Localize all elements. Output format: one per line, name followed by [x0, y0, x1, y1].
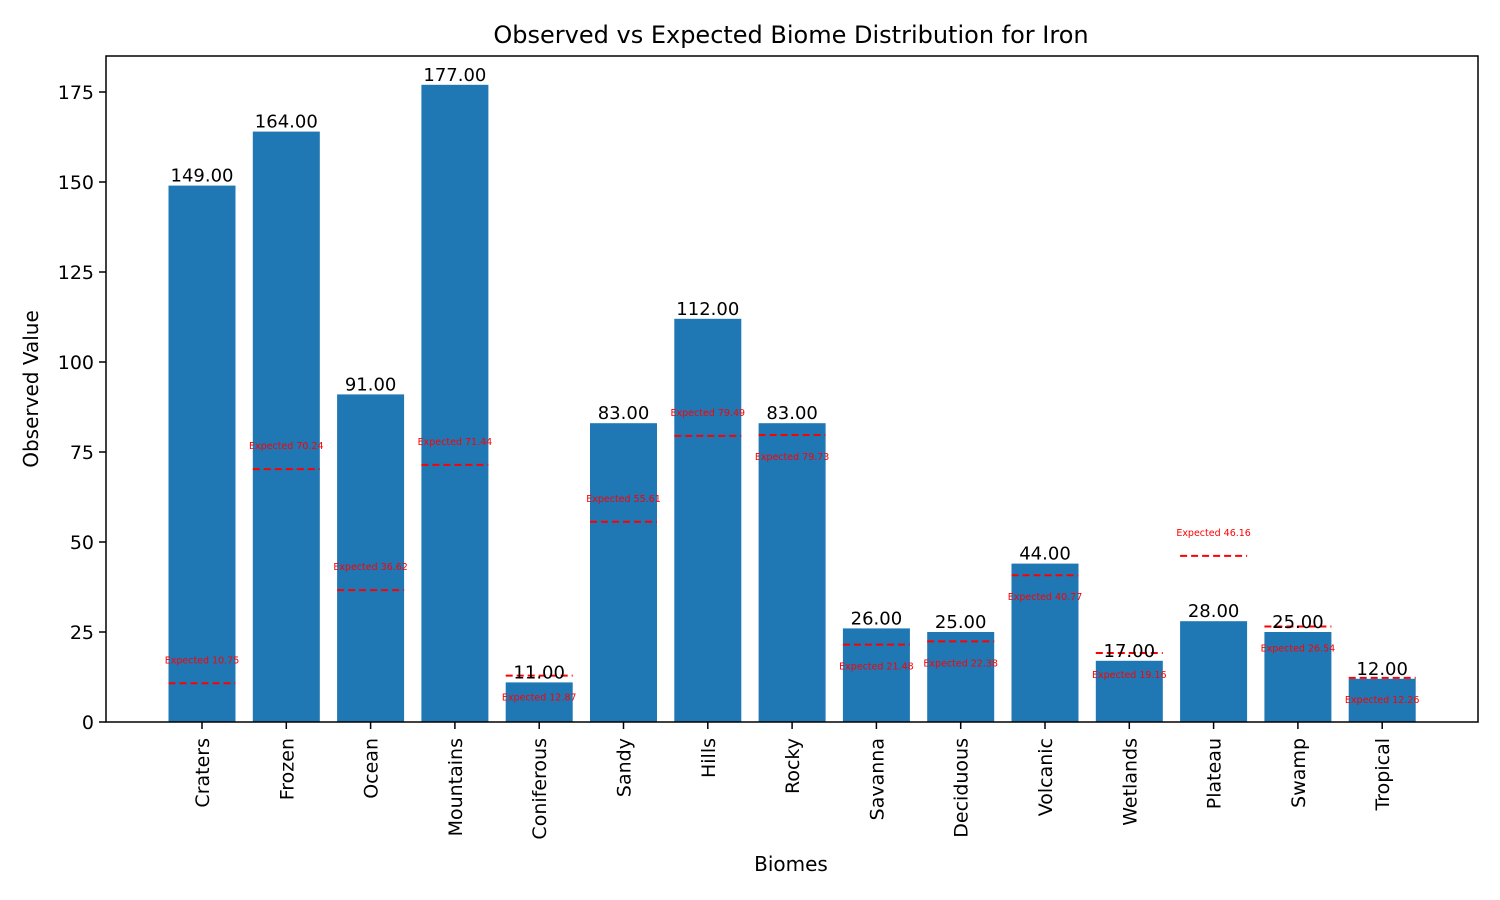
- bar-wetlands: [1095, 660, 1163, 722]
- bar-value-label: 44.00: [1019, 544, 1071, 565]
- bar-volcanic: [1011, 563, 1079, 722]
- x-tick-label: Ocean: [361, 738, 383, 799]
- axes-layer: 0 25 50 75 100 125 150 175 Craters Frozen Ocean Mou…: [58, 55, 1479, 840]
- y-tick-label: 75: [70, 442, 94, 464]
- expected-value-label: Expected 79.49: [671, 408, 746, 419]
- bar-rocky: [758, 423, 826, 722]
- expected-value-label: Expected 19.16: [1092, 670, 1167, 681]
- bar-value-label: 83.00: [598, 403, 650, 424]
- expected-layer: Expected 10.75 Expected 70.24 Expected 36.…: [165, 408, 1420, 706]
- bar-value-label: 91.00: [345, 374, 397, 395]
- bars-layer: [168, 84, 1416, 723]
- x-tick-label: Plateau: [1204, 738, 1226, 809]
- expected-value-label: Expected 26.54: [1261, 643, 1336, 654]
- expected-value-label: Expected 22.38: [923, 658, 998, 669]
- y-tick-label: 25: [70, 622, 94, 644]
- x-tick-label: Craters: [192, 738, 214, 808]
- bar-coniferous: [505, 682, 573, 722]
- x-tick-label: Rocky: [782, 738, 804, 794]
- y-tick-label: 125: [58, 262, 94, 284]
- x-axis-label: Biomes: [754, 852, 828, 876]
- bar-ocean: [337, 394, 405, 722]
- expected-value-label: Expected 12.26: [1345, 695, 1420, 706]
- bar-plateau: [1180, 621, 1248, 722]
- bar-value-label: 12.00: [1356, 659, 1408, 680]
- bar-value-label: 28.00: [1188, 601, 1240, 622]
- bar-deciduous: [927, 632, 995, 722]
- bar-value-label: 25.00: [1272, 612, 1324, 633]
- y-tick-label: 100: [58, 352, 94, 374]
- bar-value-label: 25.00: [935, 612, 987, 633]
- bar-value-label: 83.00: [766, 403, 818, 424]
- x-tick-label: Mountains: [445, 738, 467, 836]
- y-tick-label: 0: [82, 712, 94, 734]
- expected-value-label: Expected 46.16: [1176, 528, 1251, 539]
- bar-sandy: [590, 423, 657, 722]
- expected-value-label: Expected 21.48: [839, 662, 914, 673]
- bar-labels-layer: 149.00 164.00 91.00 177.00 11.00 83.00 112.00 8…: [171, 65, 1408, 684]
- chart-title: Observed vs Expected Biome Distribution …: [493, 21, 1088, 49]
- bar-value-label: 177.00: [423, 65, 486, 86]
- expected-value-label: Expected 10.75: [165, 655, 240, 666]
- x-tick-label: Deciduous: [951, 738, 973, 838]
- bar-craters: [168, 185, 236, 723]
- bar-mountains: [421, 84, 489, 723]
- y-axis-label: Observed Value: [19, 310, 43, 468]
- x-tick-label: Coniferous: [529, 738, 551, 840]
- expected-value-label: Expected 40.77: [1008, 592, 1083, 603]
- bar-value-label: 164.00: [255, 112, 318, 133]
- y-tick-label: 50: [70, 532, 94, 554]
- x-tick-label: Sandy: [614, 738, 636, 797]
- y-tick-label: 150: [58, 172, 94, 194]
- bar-frozen: [252, 131, 320, 723]
- bar-value-label: 149.00: [171, 166, 234, 187]
- bar-value-label: 11.00: [513, 662, 565, 683]
- bar-value-label: 112.00: [676, 299, 739, 320]
- expected-value-label: Expected 36.62: [333, 562, 408, 573]
- expected-value-label: Expected 79.73: [755, 452, 830, 463]
- x-tick-label: Wetlands: [1119, 738, 1141, 826]
- bar-hills: [674, 318, 742, 722]
- bar-tropical: [1348, 678, 1416, 722]
- x-tick-label: Frozen: [276, 738, 298, 800]
- x-tick-label: Savanna: [866, 738, 888, 820]
- bar-swamp: [1264, 632, 1332, 722]
- bar-value-label: 17.00: [1104, 641, 1156, 662]
- x-tick-label: Volcanic: [1035, 738, 1057, 816]
- x-tick-label: Tropical: [1372, 738, 1394, 812]
- x-tick-label: Swamp: [1288, 738, 1310, 808]
- y-tick-label: 175: [58, 82, 94, 104]
- expected-value-label: Expected 12.87: [502, 693, 577, 704]
- bar-value-label: 26.00: [851, 608, 903, 629]
- x-tick-label: Hills: [698, 738, 720, 778]
- expected-value-label: Expected 55.61: [586, 494, 661, 505]
- bar-savanna: [842, 628, 910, 722]
- expected-value-label: Expected 70.24: [249, 441, 324, 452]
- expected-value-label: Expected 71.44: [418, 437, 493, 448]
